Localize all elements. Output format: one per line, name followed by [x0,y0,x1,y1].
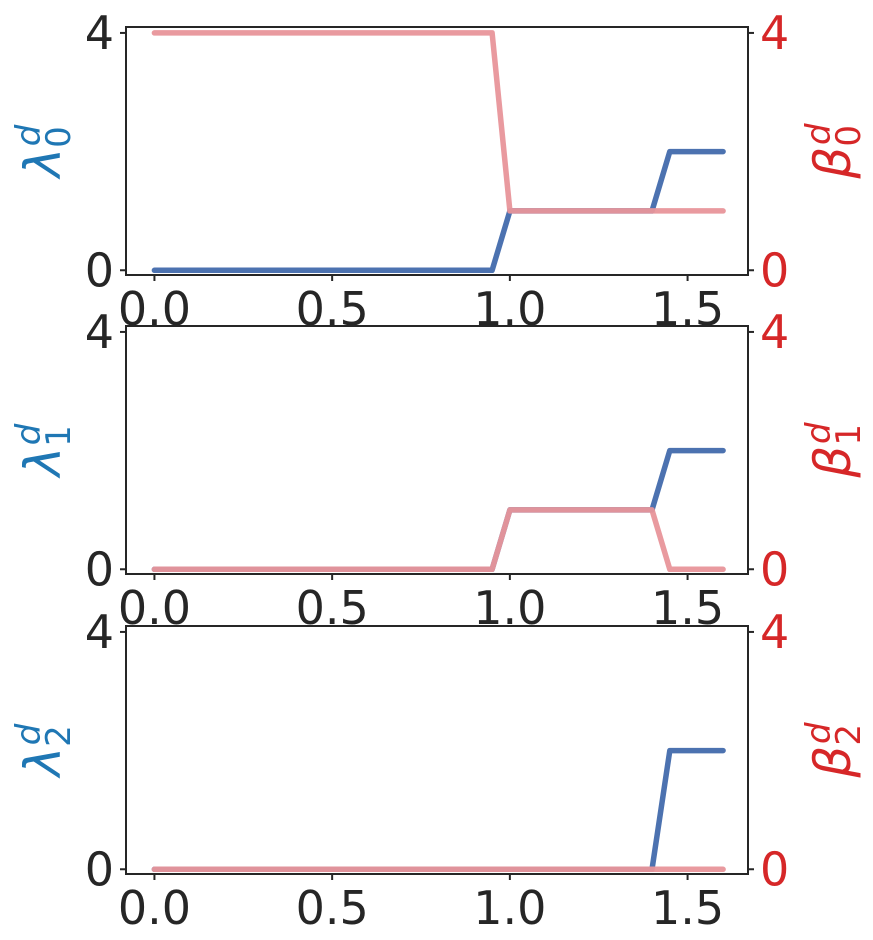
left-y-tick-label: 4 [85,6,114,60]
panel-0: 0.0 0.5 1.0 1.5 0 4 0 4 λ0d β0d [9,6,869,336]
x-tick-label: 0.0 [118,282,191,336]
beta-series-line [151,507,726,573]
left-y-axis-label: λ2d [9,723,79,779]
plot-frame [125,625,749,875]
left-y-tick-label: 0 [85,542,114,596]
x-tick-label: 1.5 [651,282,724,336]
left-y-axis-label: λ0d [9,124,79,180]
x-tick-label: 1.0 [473,881,546,935]
right-y-tick-label: 0 [760,542,789,596]
x-tick-label: 1.5 [651,881,724,935]
right-y-tick-label: 0 [760,243,789,297]
beta-series-line [151,30,726,214]
x-tick-label: 0.5 [296,881,369,935]
left-y-tick-label: 0 [85,243,114,297]
left-y-tick-label: 0 [85,842,114,896]
plot-frame [125,26,749,276]
x-tick-label: 0.0 [118,881,191,935]
right-y-tick-label: 4 [760,305,789,359]
right-y-axis-label: β2d [799,722,869,779]
x-tick-label: 1.0 [473,282,546,336]
right-y-tick-label: 4 [760,6,789,60]
right-y-axis-label: β1d [799,422,869,479]
left-y-tick-label: 4 [85,605,114,659]
panel-2: 0.0 0.5 1.0 1.5 0 4 0 4 λ2d β2d [9,605,869,935]
left-y-axis-label: λ1d [9,423,79,479]
lambda-series-line [151,747,726,873]
right-y-tick-label: 4 [760,605,789,659]
x-tick-label: 0.5 [296,282,369,336]
right-y-tick-label: 0 [760,842,789,896]
right-y-axis-label: β0d [799,123,869,180]
plot-frame [125,325,749,575]
left-y-tick-label: 4 [85,305,114,359]
